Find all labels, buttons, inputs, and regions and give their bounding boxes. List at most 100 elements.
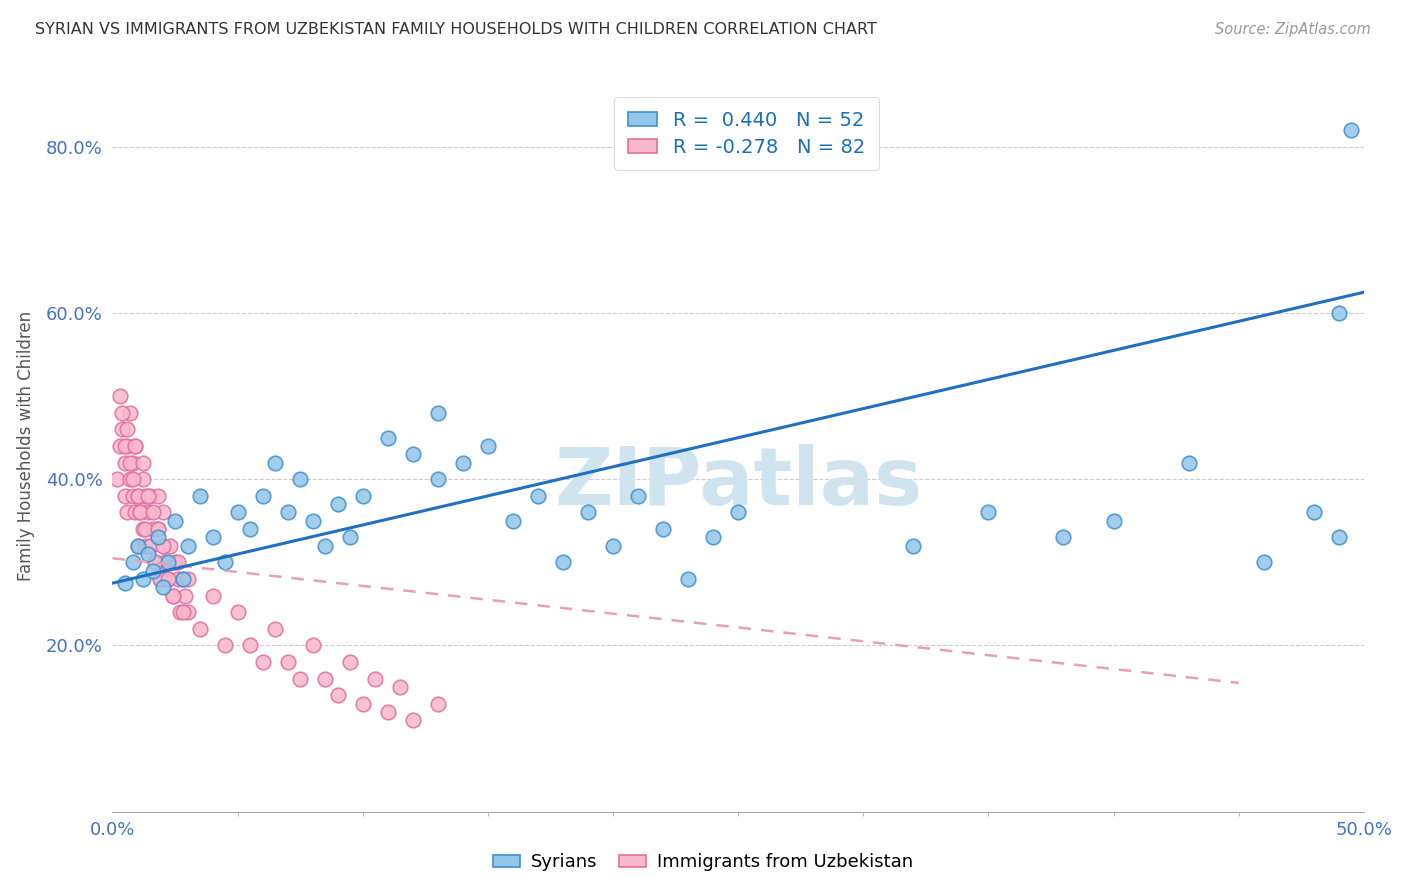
- Point: [166, 555, 188, 569]
- Point: [364, 672, 387, 686]
- Point: [477, 439, 499, 453]
- Point: [188, 622, 211, 636]
- Point: [136, 506, 159, 520]
- Point: [136, 489, 159, 503]
- Point: [326, 497, 349, 511]
- Point: [290, 672, 312, 686]
- Point: [127, 489, 149, 503]
- Point: [314, 672, 336, 686]
- Point: [676, 572, 699, 586]
- Point: [169, 605, 191, 619]
- Point: [121, 456, 143, 470]
- Point: [1340, 123, 1362, 137]
- Point: [389, 680, 412, 694]
- Point: [163, 555, 186, 569]
- Text: Source: ZipAtlas.com: Source: ZipAtlas.com: [1215, 22, 1371, 37]
- Point: [118, 406, 141, 420]
- Point: [426, 406, 449, 420]
- Point: [129, 506, 152, 520]
- Point: [121, 472, 143, 486]
- Point: [146, 522, 169, 536]
- Point: [174, 589, 197, 603]
- Point: [1102, 514, 1125, 528]
- Point: [602, 539, 624, 553]
- Point: [188, 489, 211, 503]
- Point: [111, 406, 134, 420]
- Point: [146, 522, 169, 536]
- Point: [301, 514, 323, 528]
- Point: [136, 547, 159, 561]
- Point: [226, 506, 249, 520]
- Point: [226, 605, 249, 619]
- Point: [301, 639, 323, 653]
- Point: [146, 530, 169, 544]
- Point: [576, 506, 599, 520]
- Point: [277, 655, 299, 669]
- Point: [152, 539, 174, 553]
- Point: [172, 572, 194, 586]
- Point: [627, 489, 650, 503]
- Point: [451, 456, 474, 470]
- Point: [118, 472, 141, 486]
- Point: [141, 564, 163, 578]
- Point: [127, 539, 149, 553]
- Point: [252, 655, 274, 669]
- Point: [377, 431, 399, 445]
- Point: [239, 639, 262, 653]
- Point: [176, 539, 198, 553]
- Point: [129, 506, 152, 520]
- Point: [201, 530, 224, 544]
- Point: [1177, 456, 1199, 470]
- Point: [124, 439, 146, 453]
- Point: [152, 580, 174, 594]
- Point: [153, 555, 176, 569]
- Legend: Syrians, Immigrants from Uzbekistan: Syrians, Immigrants from Uzbekistan: [485, 847, 921, 879]
- Point: [124, 439, 146, 453]
- Point: [156, 572, 179, 586]
- Point: [131, 522, 153, 536]
- Point: [252, 489, 274, 503]
- Point: [264, 622, 287, 636]
- Point: [146, 489, 169, 503]
- Point: [118, 456, 141, 470]
- Point: [134, 539, 156, 553]
- Point: [1052, 530, 1074, 544]
- Point: [139, 489, 162, 503]
- Point: [239, 522, 262, 536]
- Point: [377, 705, 399, 719]
- Point: [277, 506, 299, 520]
- Point: [141, 522, 163, 536]
- Point: [108, 439, 131, 453]
- Point: [131, 572, 153, 586]
- Point: [502, 514, 524, 528]
- Point: [402, 447, 425, 461]
- Point: [117, 422, 139, 436]
- Y-axis label: Family Households with Children: Family Households with Children: [17, 311, 35, 581]
- Point: [152, 539, 174, 553]
- Point: [114, 489, 136, 503]
- Point: [162, 589, 184, 603]
- Point: [131, 456, 153, 470]
- Point: [127, 489, 149, 503]
- Point: [149, 572, 172, 586]
- Point: [402, 714, 425, 728]
- Point: [314, 539, 336, 553]
- Point: [1327, 306, 1350, 320]
- Point: [1302, 506, 1324, 520]
- Point: [134, 489, 156, 503]
- Text: SYRIAN VS IMMIGRANTS FROM UZBEKISTAN FAMILY HOUSEHOLDS WITH CHILDREN CORRELATION: SYRIAN VS IMMIGRANTS FROM UZBEKISTAN FAM…: [35, 22, 877, 37]
- Point: [339, 530, 361, 544]
- Point: [326, 689, 349, 703]
- Point: [727, 506, 749, 520]
- Point: [149, 572, 172, 586]
- Point: [139, 539, 162, 553]
- Point: [176, 572, 198, 586]
- Point: [426, 697, 449, 711]
- Point: [176, 605, 198, 619]
- Point: [172, 572, 194, 586]
- Point: [352, 697, 374, 711]
- Point: [114, 439, 136, 453]
- Point: [214, 555, 236, 569]
- Point: [124, 506, 146, 520]
- Point: [131, 472, 153, 486]
